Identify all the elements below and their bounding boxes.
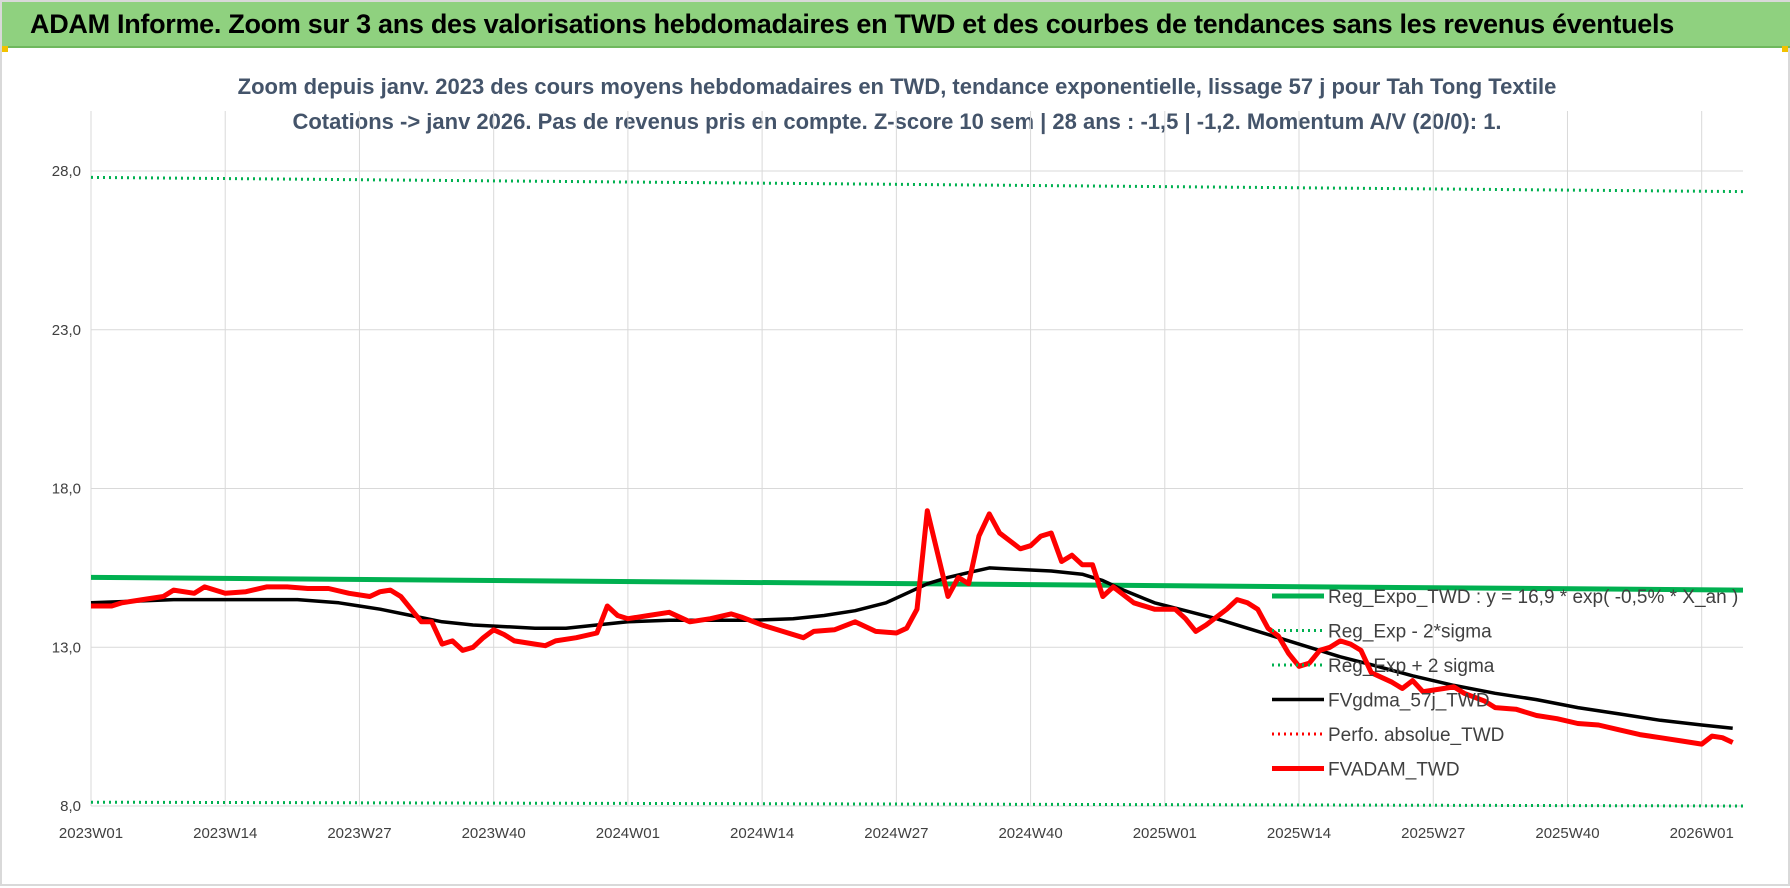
x-tick-label: 2023W01 [59,825,123,842]
x-tick-label: 2025W14 [1267,825,1331,842]
x-tick-label: 2024W01 [596,825,660,842]
y-tick-label: 13,0 [52,639,81,656]
x-tick-label: 2023W40 [462,825,526,842]
y-tick-label: 28,0 [52,163,81,180]
x-tick-label: 2024W27 [864,825,928,842]
series-lines [91,177,1743,806]
legend-label-1: Reg_Exp - 2*sigma [1328,622,1492,643]
y-axis-tick-labels: 8,0 13,0 18,0 23,0 28,0 [52,163,81,815]
grid-lines [91,111,1743,806]
legend-label-5: FVADAM_TWD [1328,760,1460,781]
series-line-1 [91,802,1743,806]
y-tick-label: 23,0 [52,322,81,339]
x-tick-label: 2025W40 [1535,825,1599,842]
x-tick-label: 2025W01 [1133,825,1197,842]
legend-label-0: Reg_Expo_TWD : y = 16,9 * exp( -0,5% * X… [1328,587,1738,608]
x-tick-label: 2023W14 [193,825,257,842]
y-tick-label: 18,0 [52,481,81,498]
x-tick-label: 2026W01 [1670,825,1734,842]
x-tick-label: 2024W14 [730,825,794,842]
x-axis-tick-labels: 2023W01 2023W14 2023W27 2023W40 2024W01 2024W… [59,825,1734,842]
legend-label-2: Reg_Exp + 2 sigma [1328,656,1495,677]
y-tick-label: 8,0 [60,798,81,815]
x-tick-label: 2023W27 [327,825,391,842]
legend-label-3: FVgdma_57j_TWD [1328,691,1490,712]
x-tick-label: 2024W40 [998,825,1062,842]
legend-label-4: Perfo. absolue_TWD [1328,725,1504,746]
legend: Reg_Expo_TWD : y = 16,9 * exp( -0,5% * X… [1272,587,1738,781]
series-line-2 [91,177,1743,191]
x-tick-label: 2025W27 [1401,825,1465,842]
